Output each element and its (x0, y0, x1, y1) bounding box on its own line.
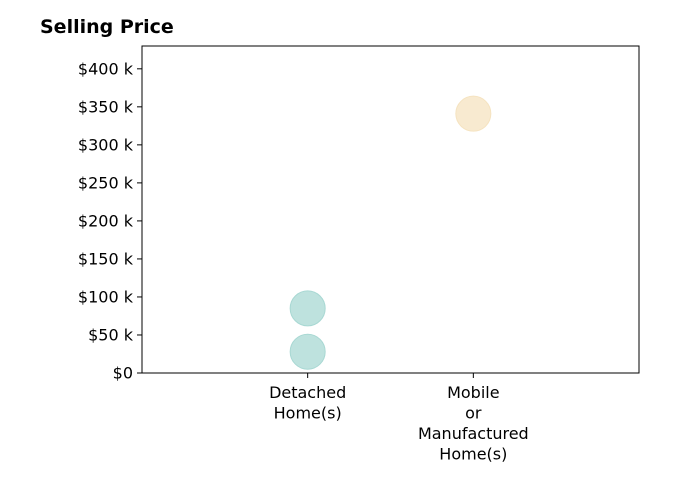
y-tick-label: $250 k (78, 173, 134, 192)
y-tick-label: $150 k (78, 249, 134, 268)
y-tick-label: $400 k (78, 59, 134, 78)
chart-title: Selling Price (40, 16, 174, 38)
y-tick-label: $50 k (88, 325, 134, 344)
data-point (455, 95, 492, 132)
y-tick-label: $200 k (78, 211, 134, 230)
y-tick-label: $0 (113, 364, 133, 383)
y-axis: $0 $50 k $100 k $150 k $200 k $250 k $300 k $35… (78, 59, 142, 383)
data-point (289, 290, 326, 327)
data-points (289, 95, 492, 370)
y-tick-label: $350 k (78, 97, 134, 116)
x-axis: Detached Home(s) Mobile or Manufactured Home(… (269, 373, 529, 464)
data-point (289, 333, 326, 370)
x-tick-label: Mobile or Manufactured Home(s) (418, 383, 529, 464)
y-tick-label: $100 k (78, 287, 134, 306)
plot-frame (141, 45, 640, 374)
y-tick-label: $300 k (78, 135, 134, 154)
x-tick-label: Detached Home(s) (269, 383, 346, 423)
